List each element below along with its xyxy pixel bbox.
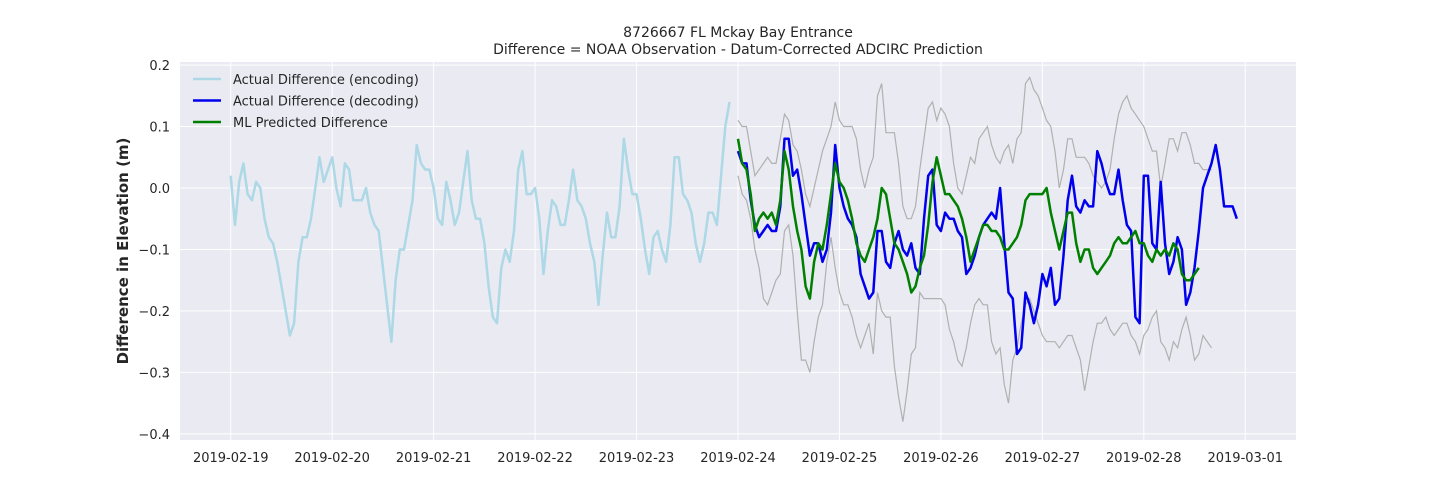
- series-line-decoding: [736, 137, 1238, 356]
- x-tick-label: 2019-02-20: [294, 451, 370, 466]
- legend-label: Actual Difference (decoding): [233, 95, 419, 110]
- legend-label: Actual Difference (encoding): [233, 73, 419, 88]
- y-tick-label: 0.2: [149, 59, 170, 74]
- y-tick-label: −0.1: [138, 243, 170, 258]
- x-tick-label: 2019-02-28: [1106, 451, 1182, 466]
- legend: Actual Difference (encoding) Actual Diffe…: [193, 73, 419, 131]
- x-tick-label: 2019-02-27: [1005, 451, 1081, 466]
- lower-bound-line: [737, 175, 1212, 422]
- chart-title: 8726667 FL Mckay Bay Entrance: [623, 25, 853, 41]
- y-tick-label: 0.1: [149, 121, 170, 136]
- y-tick-label: −0.2: [138, 305, 170, 320]
- series-line-encoding: [229, 101, 731, 343]
- x-tick-label: 2019-02-21: [396, 451, 472, 466]
- y-tick-label: −0.4: [138, 428, 170, 443]
- series-line-ml-predicted: [736, 138, 1200, 300]
- x-tick-label: 2019-03-01: [1207, 451, 1283, 466]
- y-axis-label: Difference in Elevation (m): [114, 138, 132, 365]
- x-tick-label: 2019-02-19: [193, 451, 269, 466]
- y-tick-label: −0.3: [138, 366, 170, 381]
- legend-label: ML Predicted Difference: [233, 116, 388, 131]
- chart-subtitle: Difference = NOAA Observation - Datum-Co…: [493, 42, 983, 58]
- x-tick-label: 2019-02-24: [700, 451, 776, 466]
- y-tick-label: 0.0: [149, 182, 170, 197]
- x-tick-label: 2019-02-22: [497, 451, 573, 466]
- upper-bound-line: [737, 76, 1212, 220]
- x-tick-label: 2019-02-26: [903, 451, 979, 466]
- x-tick-label: 2019-02-25: [802, 451, 878, 466]
- x-tick-label: 2019-02-23: [599, 451, 675, 466]
- plot-area: 2019-02-19 2019-02-20 2019-02-21 2019-02-22…: [138, 59, 1296, 466]
